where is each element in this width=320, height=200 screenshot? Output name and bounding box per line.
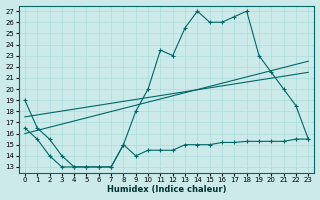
X-axis label: Humidex (Indice chaleur): Humidex (Indice chaleur) <box>107 185 226 194</box>
